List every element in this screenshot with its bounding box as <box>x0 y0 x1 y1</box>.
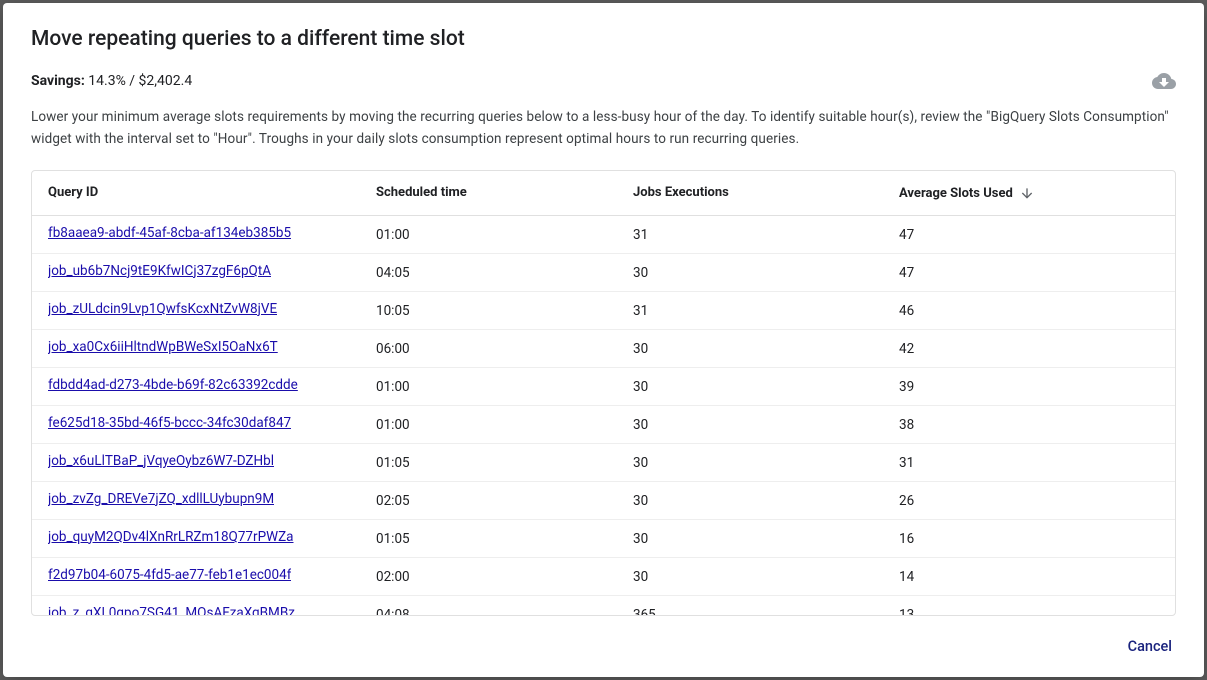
cell-jobs-executions: 31 <box>633 227 899 243</box>
cell-jobs-executions: 30 <box>633 341 899 357</box>
cell-scheduled-time: 01:05 <box>376 531 633 547</box>
cell-scheduled-time: 04:08 <box>376 607 633 615</box>
dialog-body: Move repeating queries to a different ti… <box>3 3 1204 616</box>
savings-text: Savings: 14.3% / $2,402.4 <box>31 73 192 89</box>
query-id-link[interactable]: job_xa0Cx6iiHltndWpBWeSxI5OaNx6T <box>48 339 278 355</box>
cell-query-id: job_z_qXL0qpo7SG41_MOsAFzaXgBMBz <box>48 605 376 615</box>
cell-query-id: job_x6uLlTBaP_jVqyeOybz6W7-DZHbl <box>48 453 376 473</box>
cloud-download-icon[interactable] <box>1152 69 1176 93</box>
cell-jobs-executions: 30 <box>633 493 899 509</box>
cell-avg-slots: 47 <box>899 265 1159 281</box>
column-header-jobs-executions[interactable]: Jobs Executions <box>633 185 899 201</box>
table-body[interactable]: fb8aaea9-abdf-45af-8cba-af134eb385b5 01:0… <box>32 216 1175 615</box>
cell-avg-slots: 16 <box>899 531 1159 547</box>
table-row: fdbdd4ad-d273-4bde-b69f-82c63392cdde 01:0… <box>32 368 1175 406</box>
table-row: job_x6uLlTBaP_jVqyeOybz6W7-DZHbl 01:05303… <box>32 444 1175 482</box>
cell-avg-slots: 46 <box>899 303 1159 319</box>
cell-scheduled-time: 04:05 <box>376 265 633 281</box>
table-row: fe625d18-35bd-46f5-bccc-34fc30daf847 01:0… <box>32 406 1175 444</box>
dialog-description: Lower your minimum average slots require… <box>31 107 1176 150</box>
cell-scheduled-time: 06:00 <box>376 341 633 357</box>
savings-label: Savings: <box>31 73 85 89</box>
cell-avg-slots: 39 <box>899 379 1159 395</box>
table-row: f2d97b04-6075-4fd5-ae77-feb1e1ec004f 02:0… <box>32 558 1175 596</box>
cell-jobs-executions: 30 <box>633 417 899 433</box>
cell-query-id: fb8aaea9-abdf-45af-8cba-af134eb385b5 <box>48 225 376 245</box>
query-id-link[interactable]: job_zvZg_DREVe7jZQ_xdllLUybupn9M <box>48 491 274 507</box>
query-id-link[interactable]: fb8aaea9-abdf-45af-8cba-af134eb385b5 <box>48 225 291 241</box>
query-id-link[interactable]: fdbdd4ad-d273-4bde-b69f-82c63392cdde <box>48 377 298 393</box>
column-header-avg-slots-label: Average Slots Used <box>899 186 1013 201</box>
cell-query-id: fdbdd4ad-d273-4bde-b69f-82c63392cdde <box>48 377 376 397</box>
table-row: fb8aaea9-abdf-45af-8cba-af134eb385b5 01:0… <box>32 216 1175 254</box>
table-row: job_zvZg_DREVe7jZQ_xdllLUybupn9M 02:05302… <box>32 482 1175 520</box>
cell-scheduled-time: 02:05 <box>376 493 633 509</box>
cell-jobs-executions: 30 <box>633 531 899 547</box>
table-header-row: Query ID Scheduled time Jobs Executions … <box>32 171 1175 216</box>
cell-query-id: f2d97b04-6075-4fd5-ae77-feb1e1ec004f <box>48 567 376 587</box>
dialog-title: Move repeating queries to a different ti… <box>31 27 1176 51</box>
table-row: job_zULdcin9Lvp1QwfsKcxNtZvW8jVE 10:05314… <box>32 292 1175 330</box>
cell-query-id: job_xa0Cx6iiHltndWpBWeSxI5OaNx6T <box>48 339 376 359</box>
cell-jobs-executions: 30 <box>633 265 899 281</box>
cell-scheduled-time: 01:00 <box>376 227 633 243</box>
cell-query-id: fe625d18-35bd-46f5-bccc-34fc30daf847 <box>48 415 376 435</box>
cancel-button[interactable]: Cancel <box>1116 630 1184 663</box>
query-id-link[interactable]: job_ub6b7Ncj9tE9KfwICj37zgF6pQtA <box>48 263 271 279</box>
table-row: job_z_qXL0qpo7SG41_MOsAFzaXgBMBz 04:08365… <box>32 596 1175 615</box>
table-row: job_xa0Cx6iiHltndWpBWeSxI5OaNx6T 06:00304… <box>32 330 1175 368</box>
cell-scheduled-time: 01:00 <box>376 379 633 395</box>
cell-query-id: job_zULdcin9Lvp1QwfsKcxNtZvW8jVE <box>48 301 376 321</box>
cell-jobs-executions: 31 <box>633 303 899 319</box>
dialog-footer: Cancel <box>3 616 1204 677</box>
dialog: Move repeating queries to a different ti… <box>3 3 1204 677</box>
cell-scheduled-time: 01:00 <box>376 417 633 433</box>
cell-jobs-executions: 365 <box>633 607 899 615</box>
column-header-avg-slots[interactable]: Average Slots Used <box>899 185 1159 201</box>
query-id-link[interactable]: job_z_qXL0qpo7SG41_MOsAFzaXgBMBz <box>48 605 295 615</box>
column-header-scheduled-time[interactable]: Scheduled time <box>376 185 633 201</box>
column-header-query-id[interactable]: Query ID <box>48 185 376 201</box>
cell-jobs-executions: 30 <box>633 569 899 585</box>
query-id-link[interactable]: fe625d18-35bd-46f5-bccc-34fc30daf847 <box>48 415 291 431</box>
cell-jobs-executions: 30 <box>633 379 899 395</box>
query-id-link[interactable]: job_zULdcin9Lvp1QwfsKcxNtZvW8jVE <box>48 301 277 317</box>
cell-avg-slots: 38 <box>899 417 1159 433</box>
arrow-down-icon <box>1019 185 1035 201</box>
cell-avg-slots: 26 <box>899 493 1159 509</box>
cell-avg-slots: 47 <box>899 227 1159 243</box>
table-row: job_ub6b7Ncj9tE9KfwICj37zgF6pQtA 04:05304… <box>32 254 1175 292</box>
cell-query-id: job_ub6b7Ncj9tE9KfwICj37zgF6pQtA <box>48 263 376 283</box>
cell-scheduled-time: 01:05 <box>376 455 633 471</box>
cell-avg-slots: 42 <box>899 341 1159 357</box>
query-id-link[interactable]: job_quyM2QDv4lXnRrLRZm18Q77rPWZa <box>48 529 294 545</box>
cell-scheduled-time: 02:00 <box>376 569 633 585</box>
cell-scheduled-time: 10:05 <box>376 303 633 319</box>
savings-row: Savings: 14.3% / $2,402.4 <box>31 69 1176 93</box>
query-id-link[interactable]: f2d97b04-6075-4fd5-ae77-feb1e1ec004f <box>48 567 291 583</box>
cell-query-id: job_zvZg_DREVe7jZQ_xdllLUybupn9M <box>48 491 376 511</box>
cell-query-id: job_quyM2QDv4lXnRrLRZm18Q77rPWZa <box>48 529 376 549</box>
cell-jobs-executions: 30 <box>633 455 899 471</box>
cell-avg-slots: 31 <box>899 455 1159 471</box>
queries-table: Query ID Scheduled time Jobs Executions … <box>31 170 1176 616</box>
cell-avg-slots: 13 <box>899 607 1159 615</box>
cell-avg-slots: 14 <box>899 569 1159 585</box>
query-id-link[interactable]: job_x6uLlTBaP_jVqyeOybz6W7-DZHbl <box>48 453 274 469</box>
savings-value: 14.3% / $2,402.4 <box>88 73 192 89</box>
table-row: job_quyM2QDv4lXnRrLRZm18Q77rPWZa 01:05301… <box>32 520 1175 558</box>
